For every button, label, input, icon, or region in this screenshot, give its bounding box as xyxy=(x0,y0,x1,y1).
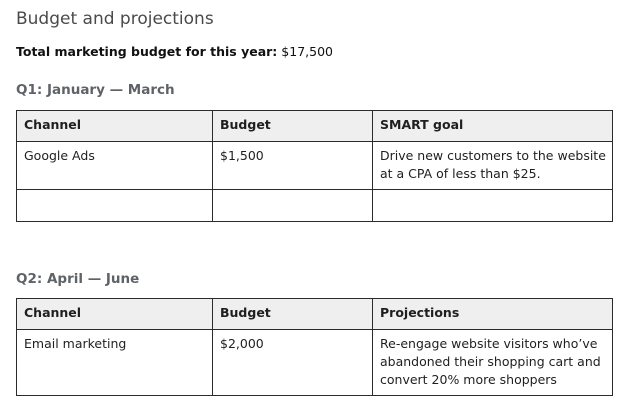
table-cell-smart-goal[interactable]: Drive new customers to the website at a … xyxy=(373,142,613,190)
q1-heading: Q1: January — March xyxy=(16,82,175,98)
table-cell-smart-goal[interactable] xyxy=(373,190,613,222)
table-row: Google Ads $1,500 Drive new customers to… xyxy=(17,142,613,190)
q2-heading: Q2: April — June xyxy=(16,271,139,287)
column-header-projections: Projections xyxy=(373,299,613,330)
column-header-channel: Channel xyxy=(17,111,213,142)
total-budget-line: Total marketing budget for this year: $1… xyxy=(16,44,333,59)
table-cell-projections[interactable]: Re-engage website visitors who’ve abando… xyxy=(373,330,613,396)
total-budget-value: $17,500 xyxy=(281,44,333,59)
table-cell-budget[interactable]: $2,000 xyxy=(213,330,373,396)
table-cell-budget[interactable]: $1,500 xyxy=(213,142,373,190)
table-row-empty xyxy=(17,190,613,222)
q1-table: Channel Budget SMART goal Google Ads $1,… xyxy=(16,110,613,222)
q2-table: Channel Budget Projections Email marketi… xyxy=(16,298,613,396)
table-row: Email marketing $2,000 Re-engage website… xyxy=(17,330,613,396)
column-header-channel: Channel xyxy=(17,299,213,330)
table-header-row: Channel Budget SMART goal xyxy=(17,111,613,142)
table-header-row: Channel Budget Projections xyxy=(17,299,613,330)
total-budget-label: Total marketing budget for this year: xyxy=(16,44,277,59)
column-header-smart-goal: SMART goal xyxy=(373,111,613,142)
table-cell-channel[interactable]: Google Ads xyxy=(17,142,213,190)
table-cell-channel[interactable]: Email marketing xyxy=(17,330,213,396)
page-title: Budget and projections xyxy=(16,9,214,29)
table-cell-channel[interactable] xyxy=(17,190,213,222)
column-header-budget: Budget xyxy=(213,111,373,142)
table-cell-budget[interactable] xyxy=(213,190,373,222)
column-header-budget: Budget xyxy=(213,299,373,330)
